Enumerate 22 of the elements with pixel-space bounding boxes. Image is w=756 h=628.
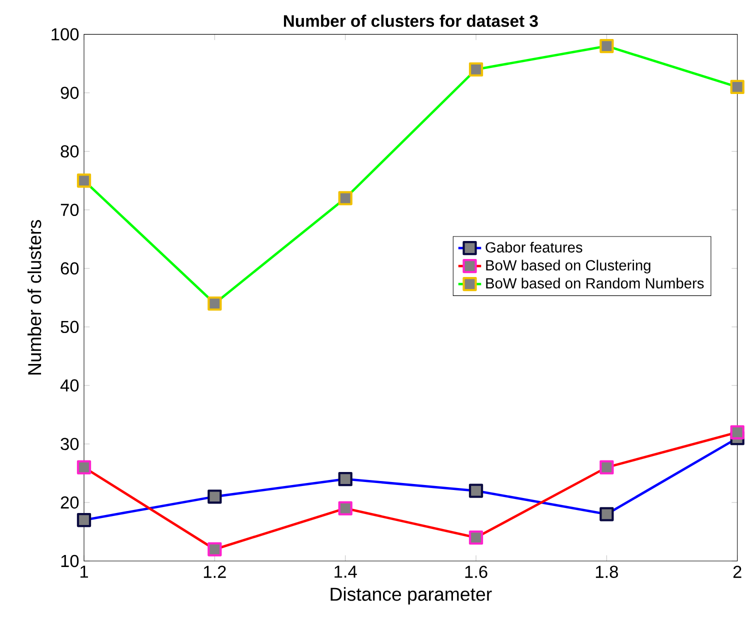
y-axis-title: Number of clusters [28,220,42,374]
legend-label: BoW based on Random Numbers [486,278,704,288]
x-tick-label: 1.8 [596,566,618,578]
y-tick-label: 30 [60,438,79,450]
x-tick-label: 1.2 [204,566,226,578]
x-axis-title: Distance parameter [330,587,492,605]
x-tick-label: 2 [733,566,742,578]
y-tick-label: 20 [60,496,79,509]
x-tick-label: 1.6 [465,566,488,578]
y-tick-label: 70 [60,204,79,216]
legend-label: BoW based on Clustering [486,260,650,274]
y-tick-label: 100 [52,28,79,40]
y-tick-label: 40 [60,379,79,392]
x-tick-label: 1.4 [334,566,357,578]
legend-label: Gabor features [486,242,582,253]
y-tick-label: 80 [60,145,79,158]
y-tick-label: 10 [61,554,79,568]
y-tick-label: 90 [60,86,79,99]
x-tick-label: 1 [80,566,88,578]
y-tick-label: 60 [60,262,79,275]
chart-title: Number of clusters for dataset 3 [284,14,538,27]
y-tick-label: 50 [60,320,79,334]
